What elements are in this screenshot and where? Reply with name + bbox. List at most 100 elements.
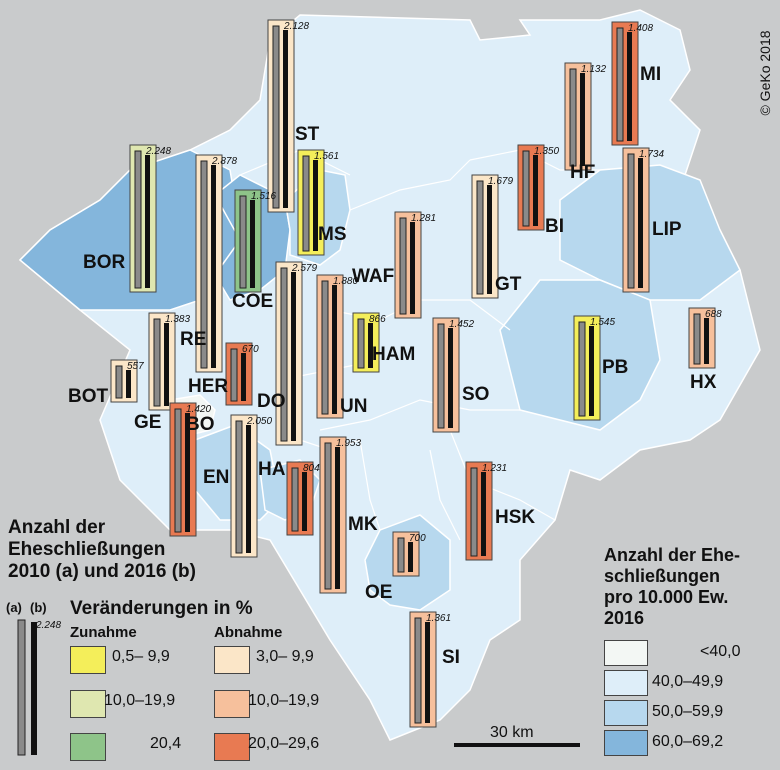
district-do — [275, 261, 303, 446]
label-increase-0-9: 0,5– 9,9 — [112, 648, 170, 665]
bar-2010 — [578, 321, 586, 417]
copyright-note: © GeKo 2018 — [757, 29, 773, 116]
bar-2010 — [414, 617, 422, 724]
bar-value-label: 688 — [705, 309, 722, 320]
bar-2016 — [335, 447, 340, 589]
bar-2016 — [533, 155, 538, 226]
swatch-density-40-49 — [604, 670, 648, 696]
bar-2016 — [448, 328, 453, 428]
scale-bar — [454, 743, 580, 747]
bar-value-label: 1.953 — [336, 438, 361, 449]
bar-frame — [611, 21, 639, 146]
bar-2016 — [302, 472, 307, 531]
district-code-label: BOR — [83, 252, 126, 273]
bar-2010 — [522, 150, 530, 227]
bar-frame — [297, 149, 325, 256]
bar-2010 — [616, 27, 624, 142]
bar-value-label: 1.132 — [581, 64, 606, 75]
bar-value-label: 866 — [369, 314, 386, 325]
district-code-label: SO — [462, 384, 489, 405]
bar-2016 — [425, 622, 430, 723]
bar-2010 — [476, 180, 484, 295]
bar-value-label: 1.231 — [482, 463, 507, 474]
bar-value-label: 2.878 — [211, 156, 237, 167]
scale-label: 30 km — [490, 724, 534, 741]
district-code-label: GT — [495, 274, 522, 295]
district-border — [349, 159, 471, 211]
bar-2010 — [321, 280, 329, 415]
district-code-label: LIP — [652, 219, 682, 240]
bar-2016 — [291, 272, 296, 441]
bar-value-label: 1.452 — [449, 319, 474, 330]
bar-2010 — [230, 348, 238, 402]
bar-frame — [688, 307, 716, 369]
district-bor — [129, 144, 157, 293]
bar-frame — [465, 461, 493, 561]
bar-2016 — [164, 323, 169, 406]
bar-frame — [394, 211, 422, 319]
swatch-increase-20 — [70, 733, 106, 761]
bar-2010 — [239, 195, 247, 289]
bar-frame — [275, 261, 303, 446]
district-oe — [392, 531, 420, 577]
legend-col-b: (b) — [30, 600, 47, 615]
bar-2010 — [324, 442, 332, 590]
swatch-density-60-69 — [604, 730, 648, 756]
bar-2010 — [627, 153, 635, 289]
district-bo — [169, 402, 197, 537]
bar-value-label: 2.579 — [291, 263, 317, 274]
district-hx — [688, 307, 716, 369]
label-density-60-69: 60,0–69,2 — [652, 733, 724, 750]
bar-frame — [319, 436, 347, 594]
bar-frame — [564, 62, 592, 171]
bar-frame — [517, 144, 545, 231]
bar-layer — [110, 19, 716, 728]
legend-example-bars — [17, 619, 37, 756]
bar-2016 — [368, 323, 373, 368]
label-density-40-49: 40,0–49,9 — [652, 673, 724, 690]
bar-2010 — [153, 318, 161, 407]
bar-frame — [409, 611, 437, 728]
label-density-lt40: <40,0 — [700, 643, 741, 660]
district-gt — [471, 174, 499, 299]
bar-2010 — [569, 68, 577, 167]
bar-2010 — [397, 537, 405, 573]
district-lip — [622, 147, 650, 293]
legend-col-a: (a) — [6, 600, 22, 615]
bar-2016 — [211, 165, 216, 368]
district-code-label: HX — [690, 372, 717, 393]
bar-2010 — [470, 467, 478, 557]
district-code-label: BOT — [68, 386, 109, 407]
legend-increase-head: Zunahme — [70, 624, 137, 641]
district-code-label: ST — [295, 124, 320, 145]
district-code-label: HAM — [372, 344, 415, 365]
district-border — [319, 399, 520, 431]
bar-value-label: 700 — [409, 533, 426, 544]
legend-change-title: Veränderungen in % — [70, 598, 253, 619]
district-border — [429, 449, 461, 541]
bar-2010 — [134, 150, 142, 289]
district-ms — [297, 149, 325, 256]
bar-value-label: 1.361 — [426, 613, 451, 624]
bar-frame — [234, 189, 262, 293]
district-pb — [573, 315, 601, 421]
district-code-label: BO — [186, 414, 215, 435]
bar-2010 — [399, 217, 407, 315]
bar-value-label: 1.420 — [186, 404, 211, 415]
bar-2010 — [115, 365, 123, 399]
district-code-label: UN — [340, 396, 367, 417]
bar-2016 — [241, 353, 246, 401]
district-border — [449, 429, 556, 521]
swatch-density-50-59 — [604, 700, 648, 726]
district-code-label: HF — [570, 162, 595, 183]
bar-frame — [573, 315, 601, 421]
bar-frame — [225, 342, 253, 406]
bar-2016 — [145, 155, 150, 288]
district-code-label: BI — [545, 216, 564, 237]
bar-value-label: 557 — [127, 361, 144, 372]
district-code-label: MI — [640, 64, 661, 85]
district-code-label: OE — [365, 582, 392, 603]
swatch-decrease-3-9 — [214, 646, 250, 674]
district-en — [230, 414, 258, 558]
district-code-label: MS — [318, 224, 347, 245]
